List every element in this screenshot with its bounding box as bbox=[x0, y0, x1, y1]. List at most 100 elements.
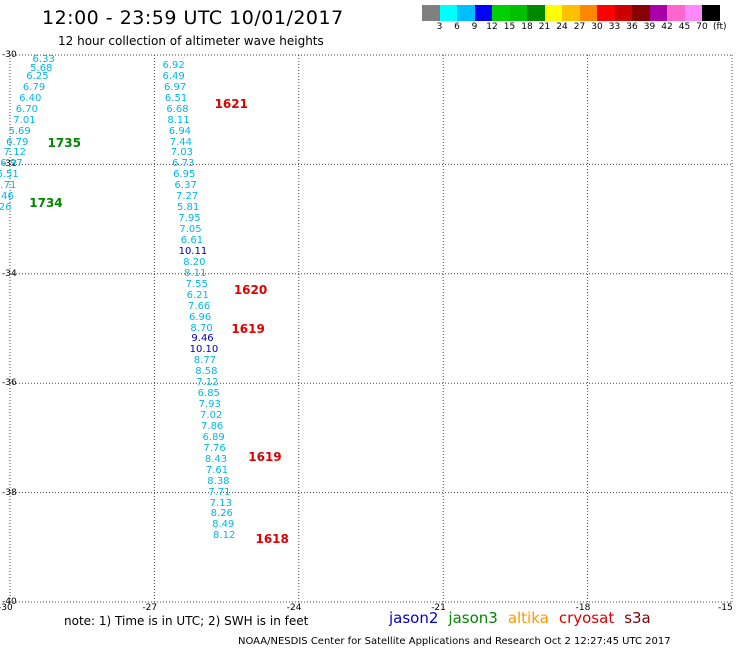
wave-height-value: 6.51 bbox=[164, 92, 188, 104]
wave-height-value: 6.94 bbox=[168, 125, 192, 137]
pass-time-label: 1619 bbox=[231, 321, 265, 336]
pass-time-label: 1734 bbox=[29, 195, 63, 210]
wave-height-value: 5.68 bbox=[30, 62, 53, 74]
wave-height-value: 6.96 bbox=[188, 311, 212, 323]
wave-height-value: 6.46 bbox=[0, 191, 14, 203]
wave-height-value: 9.46 bbox=[191, 333, 214, 345]
wave-height-value: 6.97 bbox=[0, 158, 23, 170]
footer-credit: NOAA/NESDIS Center for Satellite Applica… bbox=[238, 636, 671, 647]
wave-height-value: 6.79 bbox=[22, 81, 46, 93]
colorbar-label: 45 bbox=[678, 22, 691, 32]
wave-height-value: 6.37 bbox=[174, 180, 197, 192]
colorbar-swatch bbox=[632, 5, 650, 21]
wave-height-value: 6.33 bbox=[32, 54, 55, 66]
colorbar-swatch bbox=[667, 5, 685, 21]
wave-height-value: 8.49 bbox=[212, 519, 235, 531]
lon-tick-label: -18 bbox=[575, 603, 591, 613]
colorbar-swatch bbox=[649, 5, 667, 21]
lat-tick-label: -40 bbox=[2, 597, 17, 607]
wave-height-value: 8.11 bbox=[184, 267, 207, 279]
wave-height-value: 6.25 bbox=[26, 70, 49, 82]
wave-height-value: 7.13 bbox=[209, 497, 232, 509]
wave-height-value: 8.77 bbox=[193, 355, 217, 367]
wave-height-value: 7.55 bbox=[185, 278, 208, 290]
wave-height-value: 7.12 bbox=[196, 377, 219, 389]
colorbar-swatch bbox=[474, 5, 492, 21]
wave-height-value: 6.85 bbox=[197, 388, 220, 400]
colorbar-label: 24 bbox=[556, 22, 568, 32]
lat-tick-label: -38 bbox=[2, 487, 17, 498]
wave-height-value: 8.38 bbox=[207, 475, 230, 487]
colorbar-label: 18 bbox=[521, 22, 533, 32]
wave-height-value: 7.76 bbox=[203, 442, 226, 454]
lat-tick-label: -36 bbox=[2, 378, 17, 389]
wave-height-value: 7.01 bbox=[13, 114, 36, 126]
wave-height-value: 8.58 bbox=[195, 366, 218, 378]
wave-height-value: 8.26 bbox=[210, 508, 233, 520]
wave-height-value: 6.71 bbox=[0, 180, 17, 192]
wave-height-value: 7.66 bbox=[188, 300, 211, 312]
lon-tick-label: -27 bbox=[142, 603, 158, 613]
colorbar-swatch bbox=[684, 5, 702, 21]
lat-tick-label: -32 bbox=[2, 159, 17, 170]
colorbar-label: 9 bbox=[471, 22, 478, 32]
colorbar-swatch bbox=[614, 5, 632, 21]
wave-height-value: 5.69 bbox=[8, 125, 31, 137]
colorbar-label: 36 bbox=[626, 22, 638, 32]
wave-height-value: 7.44 bbox=[169, 136, 192, 148]
wave-height-value: 6.51 bbox=[0, 169, 19, 181]
wave-height-value: 6.70 bbox=[15, 103, 38, 115]
colorbar-label: 12 bbox=[486, 22, 498, 32]
colorbar-label: 39 bbox=[643, 22, 656, 32]
colorbar-swatch bbox=[544, 5, 562, 21]
legend-entry-s3a: s3a bbox=[624, 609, 651, 627]
lon-tick-label: -15 bbox=[718, 603, 733, 613]
wave-height-value: 7.86 bbox=[201, 420, 224, 432]
colorbar-label: 33 bbox=[608, 22, 621, 32]
wave-height-value: 6.97 bbox=[163, 81, 187, 93]
colorbar-swatch bbox=[597, 5, 615, 21]
colorbar-label: 3 bbox=[436, 22, 443, 32]
legend-entry-jason3: jason3 bbox=[448, 609, 498, 627]
colorbar-label: 15 bbox=[503, 22, 516, 32]
colorbar-swatch bbox=[457, 5, 475, 21]
page-title: 12:00 - 23:59 UTC 10/01/2017 bbox=[42, 7, 344, 29]
note-text: note: 1) Time is in UTC; 2) SWH is in fe… bbox=[64, 614, 309, 628]
wave-height-value: 8.12 bbox=[213, 530, 236, 542]
satellite-legend: jason2 jason3 altika cryosat s3a bbox=[389, 609, 651, 627]
legend-entry-jason2: jason2 bbox=[389, 609, 439, 627]
legend-entry-altika: altika bbox=[507, 609, 549, 627]
wave-height-value: 10.11 bbox=[178, 245, 208, 257]
colorbar-swatch bbox=[702, 5, 720, 21]
wave-height-value: 6.21 bbox=[186, 289, 209, 301]
wave-height-value: 6.40 bbox=[19, 92, 42, 104]
wave-height-value: 8.70 bbox=[190, 322, 213, 334]
wave-height-value: 6.49 bbox=[162, 70, 185, 82]
lat-tick-label: -34 bbox=[2, 268, 17, 279]
colorbar-label: 6 bbox=[454, 22, 460, 32]
colorbar-label: 21 bbox=[538, 22, 551, 32]
wave-height-value: 8.11 bbox=[167, 114, 190, 126]
colorbar-swatch bbox=[422, 5, 440, 21]
wave-height-value: 7.95 bbox=[178, 213, 201, 225]
colorbar-swatch bbox=[439, 5, 457, 21]
wave-height-value: 6.61 bbox=[180, 234, 204, 246]
wave-height-value: 6.89 bbox=[202, 431, 225, 443]
pass-time-label: 1618 bbox=[255, 532, 289, 547]
wave-height-value: 7.27 bbox=[175, 191, 199, 203]
colorbar-swatch bbox=[562, 5, 580, 21]
colorbar bbox=[422, 5, 720, 21]
wave-height-value: 6.92 bbox=[162, 59, 185, 71]
pass-time-label: 1619 bbox=[248, 450, 282, 465]
wave-height-value: 7.02 bbox=[200, 410, 223, 422]
wave-height-value: 7.12 bbox=[3, 147, 26, 159]
wave-height-value: 6.68 bbox=[166, 103, 189, 115]
pass-time-label: 1620 bbox=[233, 283, 268, 298]
colorbar-label: 42 bbox=[661, 22, 673, 32]
lon-tick-label: -21 bbox=[431, 603, 446, 613]
colorbar-swatch bbox=[492, 5, 510, 21]
wave-height-value: 6.95 bbox=[173, 169, 196, 181]
colorbar-unit: (ft) bbox=[713, 22, 727, 32]
colorbar-swatch bbox=[579, 5, 597, 21]
